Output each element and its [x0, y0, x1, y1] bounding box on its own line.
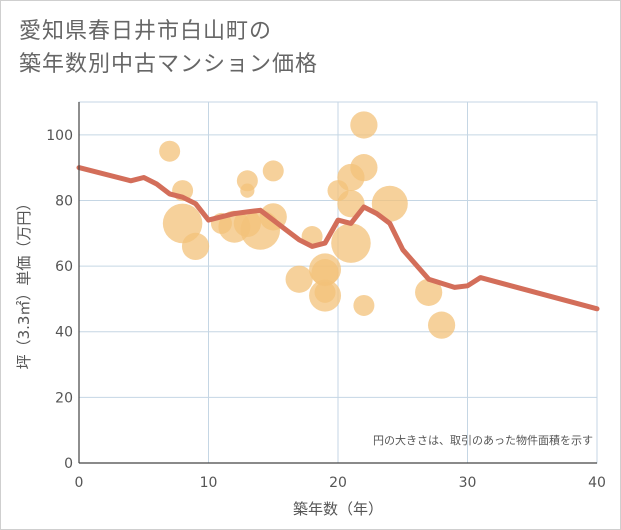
x-tick-label: 20 [329, 475, 347, 491]
x-tick-label: 40 [588, 475, 606, 491]
data-bubble [427, 311, 456, 339]
data-bubble [240, 183, 255, 198]
y-tick-label: 0 [64, 456, 73, 472]
x-axis-label: 築年数（年） [293, 500, 383, 518]
data-bubble [350, 111, 378, 139]
y-tick-label: 100 [46, 128, 73, 144]
x-tick-label: 0 [75, 475, 84, 491]
trend-line [76, 165, 600, 312]
data-bubble [353, 294, 375, 316]
data-bubble [314, 281, 336, 303]
data-bubble [285, 265, 313, 293]
chart-title: 愛知県春日井市白山町の 築年数別中古マンション価格 [19, 15, 318, 81]
data-bubble [262, 160, 284, 182]
size-note: 円の大きさは、取引のあった物件面積を示す [373, 433, 593, 447]
y-tick-label: 20 [55, 390, 73, 406]
data-bubble [331, 223, 371, 263]
x-tick-label: 10 [200, 475, 218, 491]
y-tick-label: 60 [55, 259, 73, 275]
tick-labels: 0 10 20 30 40 0 20 40 60 80 100 [46, 128, 606, 491]
data-bubble [415, 278, 443, 306]
y-axis-label: 坪（3.3㎡）単価（万円） [15, 196, 33, 370]
x-tick-label: 30 [459, 475, 477, 491]
y-tick-label: 80 [55, 193, 73, 209]
axes [78, 102, 597, 464]
y-tick-label: 40 [55, 325, 73, 341]
bubble-series [159, 111, 456, 339]
data-bubble [159, 140, 181, 162]
data-bubble [337, 190, 365, 218]
data-bubble [371, 185, 408, 222]
data-bubble [311, 259, 339, 287]
data-bubble [350, 154, 378, 182]
chart-title-line2: 築年数別中古マンション価格 [19, 52, 319, 77]
data-bubble [181, 232, 210, 261]
chart-title-line1: 愛知県春日井市白山町の [19, 19, 273, 44]
